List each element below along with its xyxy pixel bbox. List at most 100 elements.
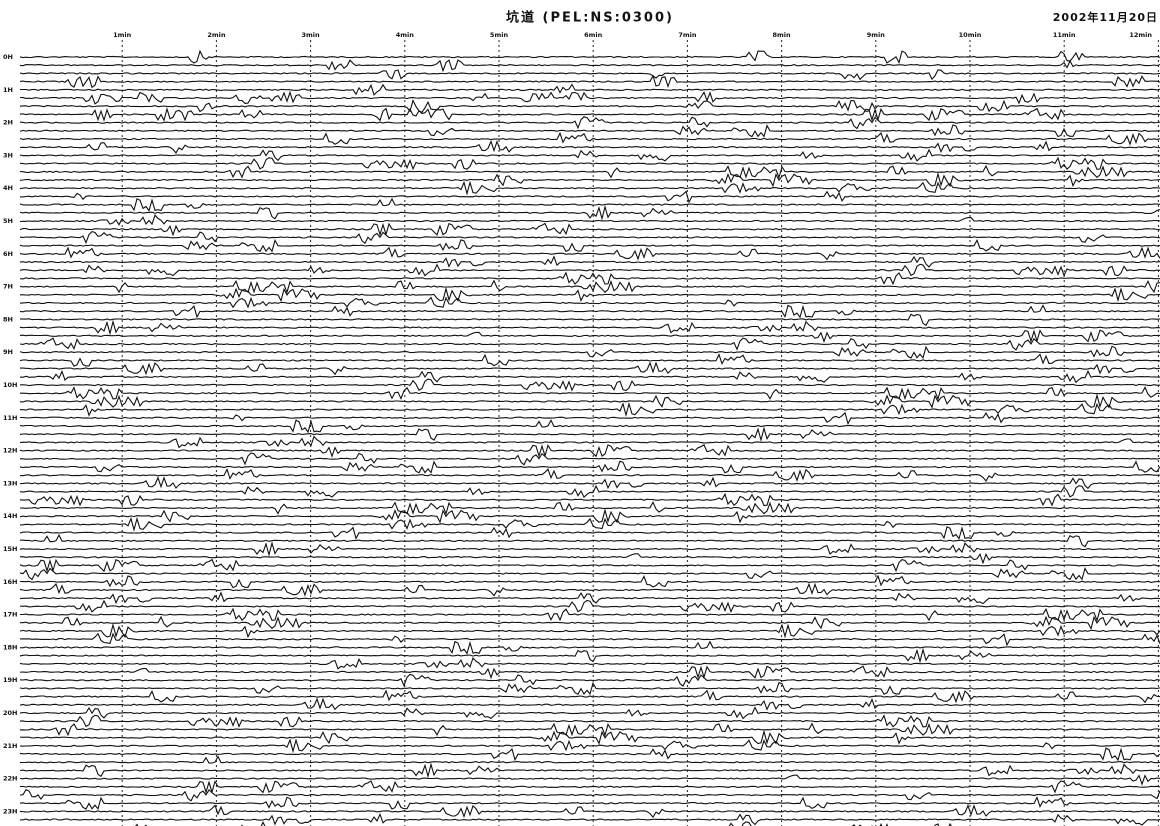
trace [19,353,1160,367]
trace [19,230,1160,245]
trace [20,378,1160,392]
trace [19,393,1160,409]
hour-label: 16H [3,578,18,586]
trace [19,90,1160,105]
trace [19,131,1160,146]
trace [19,319,1160,336]
trace [19,49,1160,65]
hour-label: 18H [3,643,18,651]
trace [19,812,1160,826]
hour-label: 21H [3,742,18,750]
minute-label: 6min [584,31,603,39]
trace [19,156,1160,171]
trace [20,190,1160,204]
trace [19,107,1160,122]
trace [20,607,1160,623]
trace [19,738,1160,754]
trace [19,774,1160,786]
trace [19,329,1160,344]
trace [20,386,1160,401]
trace [20,533,1160,548]
trace [19,255,1160,268]
hour-label: 9H [3,348,13,356]
hour-label: 20H [3,709,18,717]
trace [19,426,1160,443]
trace [19,171,1160,188]
trace [19,591,1160,605]
trace [19,443,1160,458]
minute-label: 2min [207,31,226,39]
trace [19,541,1160,557]
trace [19,622,1160,639]
trace [19,665,1160,680]
hour-label: 17H [3,611,18,619]
trace [19,526,1160,540]
trace [20,370,1160,384]
minute-label: 10min [959,31,982,39]
trace [19,714,1160,728]
minute-label: 12min [1129,31,1152,39]
trace [19,59,1160,73]
trace [19,197,1160,212]
hour-label: 15H [3,545,18,553]
trace [19,552,1160,565]
trace [19,729,1160,745]
trace [19,632,1160,647]
trace [19,722,1160,737]
trace [19,755,1160,764]
hour-label: 4H [3,184,13,192]
trace [19,148,1160,162]
trace [19,558,1160,573]
trace [20,83,1160,96]
hour-label: 2H [3,119,13,127]
trace [19,492,1160,507]
trace [19,673,1160,687]
trace [19,780,1160,794]
hour-label: 22H [3,775,18,783]
trace [19,689,1160,704]
trace [19,647,1160,664]
trace [19,337,1160,351]
trace [19,74,1160,89]
hour-label: 14H [3,512,18,520]
minute-label: 4min [396,31,415,39]
trace [19,304,1160,319]
trace [20,615,1160,631]
trace [19,222,1160,237]
record-title: 坑道 (PEL:NS:0300) [506,10,674,26]
trace [19,804,1160,819]
trace [19,180,1160,196]
minute-label: 5min [490,31,509,39]
trace [19,640,1160,655]
trace [20,361,1160,376]
trace [19,460,1160,474]
trace [20,411,1160,426]
hour-label: 10H [3,381,18,389]
trace [19,484,1160,499]
trace [19,508,1160,524]
minute-label: 3min [302,31,321,39]
trace [19,500,1160,516]
minute-label: 1min [113,31,132,39]
record-date: 2002年11月20日 [1053,10,1158,24]
trace [19,566,1160,581]
hour-label: 8H [3,315,13,323]
trace [19,582,1160,597]
trace [19,656,1160,670]
minute-label: 8min [773,31,792,39]
trace [19,467,1160,482]
trace [19,681,1160,696]
hour-label: 12H [3,447,18,455]
trace [19,263,1160,277]
trace [19,313,1160,327]
trace [19,706,1160,720]
minute-label: 9min [867,31,886,39]
minute-label: 7min [678,31,697,39]
trace [19,98,1160,113]
trace [19,516,1160,532]
trace [19,795,1160,810]
trace [19,116,1160,130]
trace [19,271,1160,286]
trace [19,164,1160,180]
trace [19,599,1160,614]
